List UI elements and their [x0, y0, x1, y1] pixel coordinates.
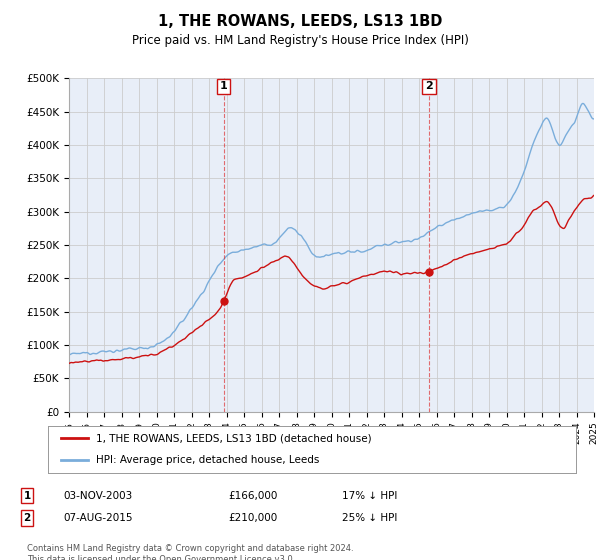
Text: £166,000: £166,000 — [228, 491, 277, 501]
Text: 1: 1 — [220, 81, 227, 91]
Text: 03-NOV-2003: 03-NOV-2003 — [63, 491, 132, 501]
Text: 1, THE ROWANS, LEEDS, LS13 1BD (detached house): 1, THE ROWANS, LEEDS, LS13 1BD (detached… — [95, 433, 371, 444]
Text: HPI: Average price, detached house, Leeds: HPI: Average price, detached house, Leed… — [95, 455, 319, 465]
Text: 1, THE ROWANS, LEEDS, LS13 1BD: 1, THE ROWANS, LEEDS, LS13 1BD — [158, 14, 442, 29]
Text: 1: 1 — [23, 491, 31, 501]
Text: Price paid vs. HM Land Registry's House Price Index (HPI): Price paid vs. HM Land Registry's House … — [131, 34, 469, 46]
Text: 2: 2 — [425, 81, 433, 91]
Text: 07-AUG-2015: 07-AUG-2015 — [63, 513, 133, 523]
Text: Contains HM Land Registry data © Crown copyright and database right 2024.
This d: Contains HM Land Registry data © Crown c… — [27, 544, 353, 560]
Text: 17% ↓ HPI: 17% ↓ HPI — [342, 491, 397, 501]
Text: £210,000: £210,000 — [228, 513, 277, 523]
Text: 2: 2 — [23, 513, 31, 523]
Text: 25% ↓ HPI: 25% ↓ HPI — [342, 513, 397, 523]
